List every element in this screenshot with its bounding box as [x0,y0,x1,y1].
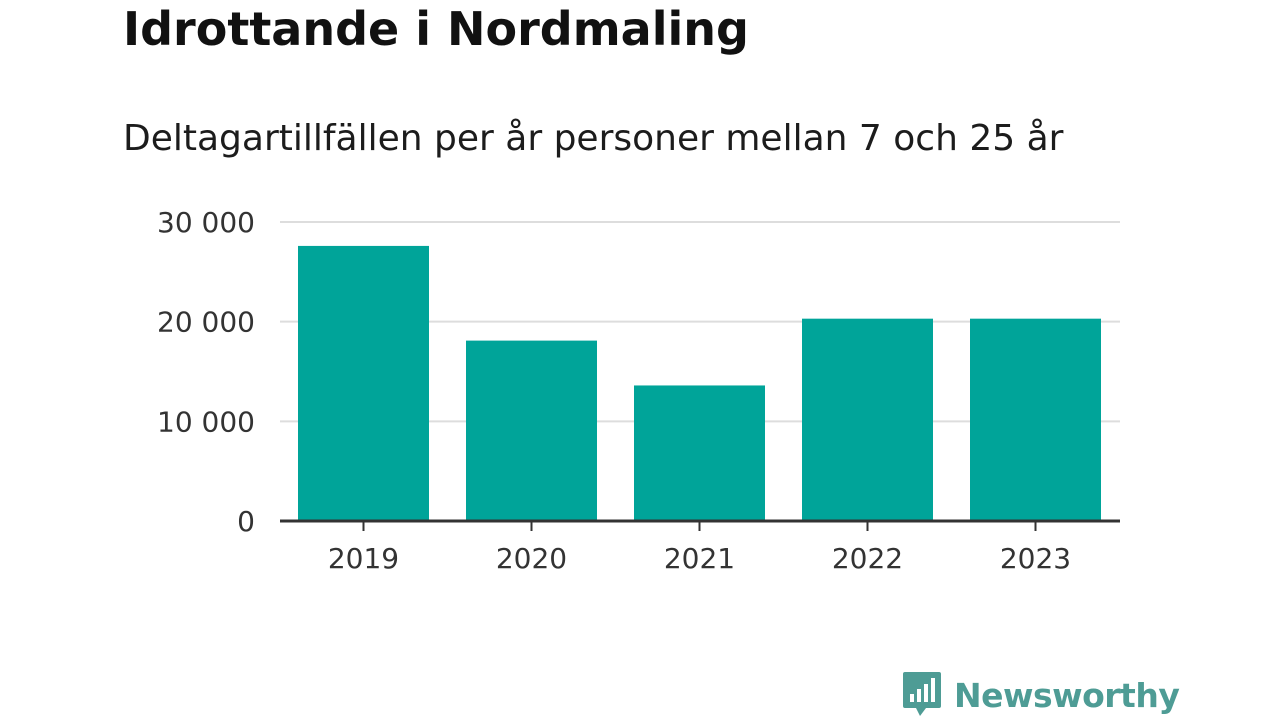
bar-2020 [466,340,597,521]
x-tick-label: 2020 [496,542,567,575]
bar-2019 [298,245,429,522]
bar-chart-speech-bubble-icon [902,670,942,720]
brand-name: Newsworthy [954,676,1180,715]
chart-title: Idrottande i Nordmaling [123,2,749,56]
x-tick-label: 2023 [1000,542,1071,575]
bar-2021 [634,385,765,521]
bar-chart: 0 10 000 20 000 30 000 2019 2020 2021 2022 2023 [157,206,1120,575]
x-axis-tick-labels: 2019 2020 2021 2022 2023 [328,542,1071,575]
brand-logo[interactable]: Newsworthy [902,670,1180,720]
x-tick-label: 2019 [328,542,399,575]
chart-subtitle: Deltagartillfällen per år personer mella… [123,118,1064,159]
bar-2022 [802,318,933,521]
y-tick-label: 20 000 [157,306,255,339]
x-tick-label: 2021 [664,542,735,575]
y-axis-tick-labels: 0 10 000 20 000 30 000 [157,206,255,538]
y-tick-label: 10 000 [157,405,255,438]
bar-2023 [970,318,1101,521]
x-axis [280,519,1120,531]
x-tick-label: 2022 [832,542,903,575]
y-tick-label: 0 [237,505,255,538]
y-tick-label: 30 000 [157,206,255,239]
bars [298,245,1101,522]
